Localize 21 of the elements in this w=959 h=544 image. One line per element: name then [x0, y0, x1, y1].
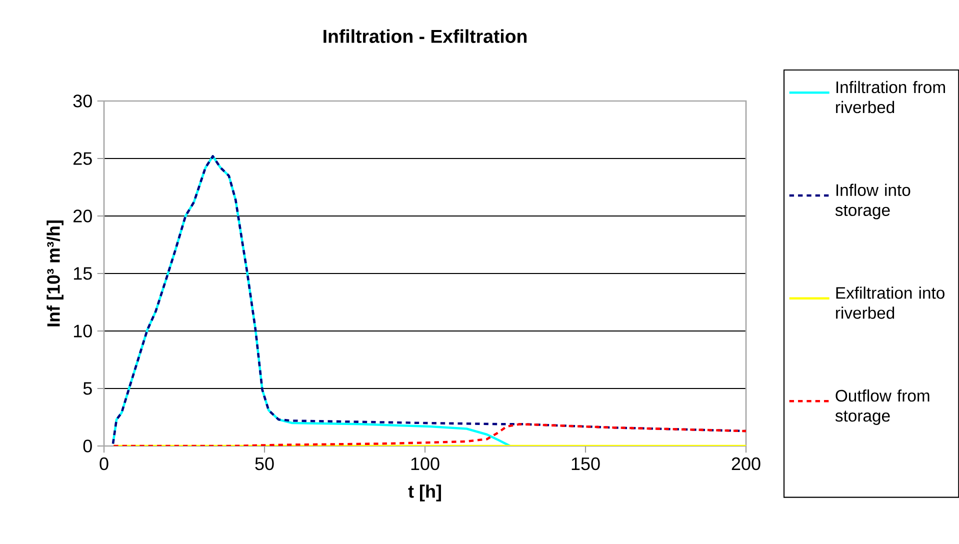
x-tick-label: 0: [100, 457, 108, 470]
legend-label: Exfiltration into riverbed: [836, 286, 944, 319]
y-tick-label: 5: [83, 382, 92, 395]
x-tick-label: 150: [572, 457, 600, 470]
x-tick-label: 50: [255, 457, 274, 470]
x-tick-label: 100: [411, 457, 440, 470]
y-tick-label: 10: [74, 324, 92, 338]
y-tick-label: 20: [74, 210, 92, 222]
legend-label: Outflow from storage: [835, 389, 930, 425]
y-tick-label: 30: [73, 94, 92, 108]
chart-title: Infiltration - Exfiltration: [324, 29, 527, 43]
line-series: [112, 423, 746, 446]
x-tick-label: 200: [732, 457, 760, 470]
legend-label: Infiltration from riverbed: [836, 80, 945, 114]
y-tick-label: 25: [74, 152, 92, 165]
y-tick-label: 15: [74, 267, 92, 280]
y-axis-title: Inf [10³ m³/h]: [46, 220, 64, 326]
x-axis-title: t [h]: [408, 484, 441, 502]
legend-label: Inflow into storage: [835, 184, 910, 220]
line-series: [112, 155, 512, 446]
y-tick-label: 0: [83, 440, 92, 452]
